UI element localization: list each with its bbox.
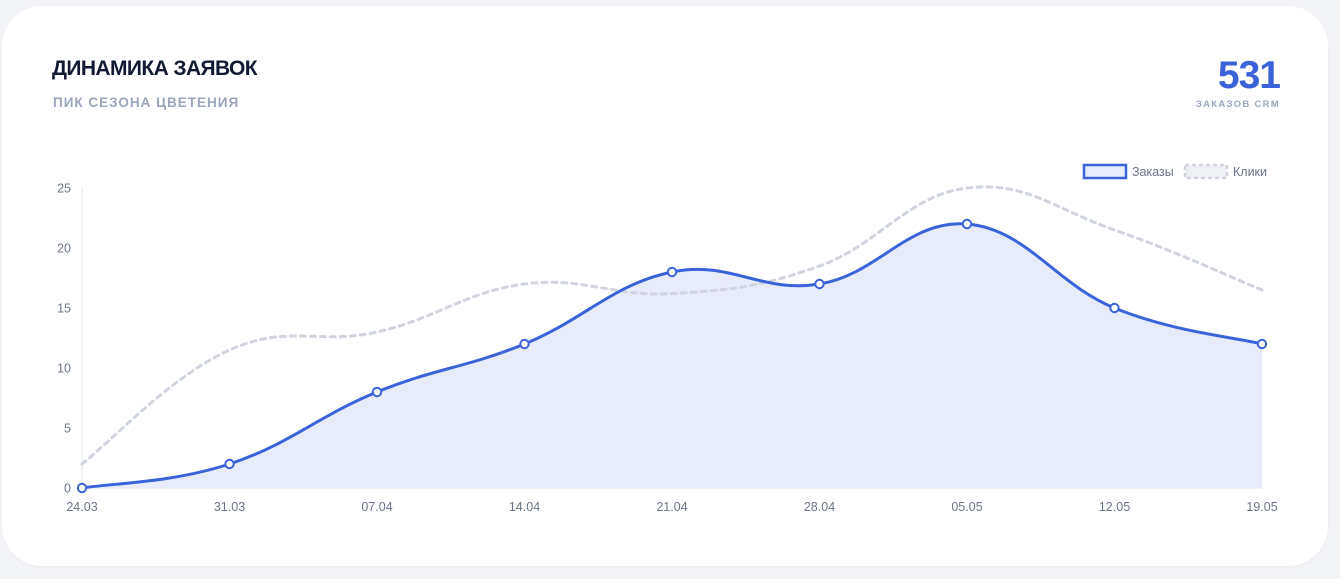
x-tick-label: 31.03 xyxy=(214,500,245,514)
orders-data-point xyxy=(76,482,88,494)
y-tick-label: 10 xyxy=(57,362,71,376)
orders-data-point xyxy=(224,458,235,470)
x-tick-label: 05.05 xyxy=(951,500,982,514)
y-tick-label: 25 xyxy=(57,182,71,196)
legend-label-orders: Заказы xyxy=(1132,165,1174,179)
orders-data-point xyxy=(666,266,678,278)
x-tick-label: 21.04 xyxy=(656,500,687,514)
legend-label-clicks: Клики xyxy=(1233,165,1267,179)
kpi-label: ЗАКАЗОВ CRM xyxy=(1195,99,1280,110)
x-tick-label: 19.05 xyxy=(1246,500,1277,514)
orders-data-point xyxy=(1109,302,1120,314)
orders-area-fill xyxy=(82,223,1262,488)
orders-data-point xyxy=(371,386,383,398)
x-tick-label: 12.05 xyxy=(1099,500,1130,514)
clicks-series-line xyxy=(80,185,1264,466)
x-tick-label: 07.04 xyxy=(361,500,392,514)
x-tick-label: 24.03 xyxy=(66,500,97,514)
series-area-layer xyxy=(82,223,1262,488)
y-tick-label: 20 xyxy=(57,242,71,256)
chart-subtitle: ПИК СЕЗОНА ЦВЕТЕНИЯ xyxy=(53,95,240,110)
legend-swatch-clicks xyxy=(1183,163,1229,180)
legend-swatch-orders xyxy=(1082,163,1128,180)
y-tick-label: 0 xyxy=(64,482,71,496)
x-tick-label: 28.04 xyxy=(804,500,835,514)
y-tick-label: 15 xyxy=(57,302,71,316)
orders-data-point xyxy=(814,278,825,290)
orders-data-point xyxy=(1256,338,1268,350)
kpi-value: 531 xyxy=(1217,54,1281,97)
y-tick-label: 5 xyxy=(64,422,71,436)
x-tick-label: 14.04 xyxy=(509,500,540,514)
orders-data-point xyxy=(961,218,973,230)
data-point-layer xyxy=(76,218,1268,494)
chart-title: ДИНАМИКА ЗАЯВОК xyxy=(52,57,258,80)
orders-data-point xyxy=(519,338,530,350)
chart-legend[interactable]: Заказы Клики xyxy=(1082,163,1267,180)
